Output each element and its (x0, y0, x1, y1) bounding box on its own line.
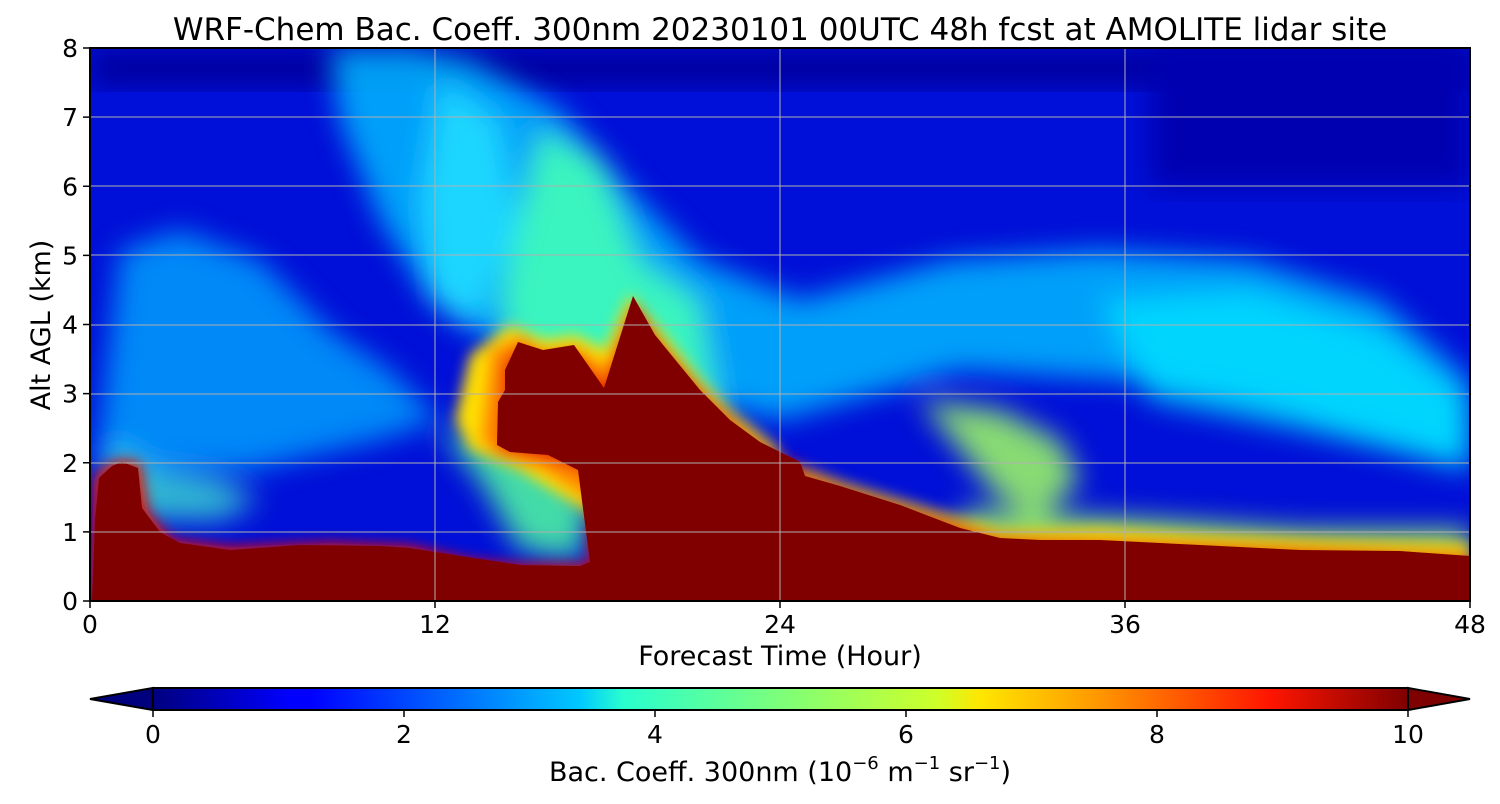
colorbar-tick-label: 2 (396, 720, 412, 749)
plume-left-cyan (95, 230, 440, 470)
colorbar-label-main: Bac. Coeff. 300nm (10 (549, 757, 852, 788)
colorbar-tick-label: 10 (1392, 720, 1424, 749)
yellow-rim-right (800, 470, 1470, 556)
x-tick-label: 24 (764, 610, 796, 639)
heatmap-field (90, 48, 1470, 601)
saturated-region (92, 296, 1470, 601)
plume-left-green-loop (110, 440, 260, 520)
x-axis-ticks: 0 12 24 36 48 (82, 601, 1486, 639)
plume-right-cyan (1100, 290, 1470, 470)
y-tick-label: 2 (62, 449, 78, 478)
field-upper-right-dark (1150, 48, 1470, 188)
plume-right-lower-green (920, 400, 1080, 520)
y-axis-label: Alt AGL (km) (26, 240, 57, 411)
x-tick-label: 0 (82, 610, 98, 639)
colorbar-tick-label: 4 (647, 720, 663, 749)
colorbar-gradient (152, 687, 1409, 711)
chart-title: WRF-Chem Bac. Coeff. 300nm 20230101 00UT… (173, 12, 1387, 48)
colorbar-extend-high (1407, 686, 1471, 712)
grid-lines (90, 48, 1470, 601)
colorbar-label-mid2: sr (940, 757, 975, 788)
y-axis-ticks: 0 1 2 3 4 5 6 7 8 (62, 34, 90, 616)
colorbar-label-exp1: −6 (852, 753, 879, 774)
colorbar-label: Bac. Coeff. 300nm (10−6 m−1 sr−1) (549, 753, 1011, 788)
plume-center-cyan2 (420, 80, 520, 330)
x-tick-label: 12 (419, 610, 451, 639)
colorbar-label-end: ) (1000, 757, 1011, 788)
y-tick-label: 3 (62, 380, 78, 409)
colorbar-tick-label: 6 (898, 720, 914, 749)
colorbar-extend-low (89, 686, 154, 712)
colorbar-ticks: 0 2 4 6 8 10 (145, 710, 1424, 749)
colorbar-tick-label: 0 (145, 720, 161, 749)
x-tick-label: 48 (1454, 610, 1486, 639)
colorbar-label-exp2: −1 (914, 753, 941, 774)
colorbar-tick-label: 8 (1149, 720, 1165, 749)
y-tick-label: 8 (62, 34, 78, 63)
x-axis-label: Forecast Time (Hour) (638, 641, 922, 672)
colorbar-label-exp3: −1 (974, 753, 1001, 774)
y-tick-label: 5 (62, 241, 78, 270)
y-tick-label: 1 (62, 518, 78, 547)
y-tick-label: 6 (62, 172, 78, 201)
y-tick-label: 7 (62, 103, 78, 132)
x-tick-label: 36 (1109, 610, 1141, 639)
colorbar-label-mid: m (879, 757, 914, 788)
y-tick-label: 4 (62, 311, 78, 340)
colorbar: 0 2 4 6 8 10 Bac. Coeff. 300nm (10−6 m−1 sr−1… (89, 686, 1471, 788)
y-tick-label: 0 (62, 587, 78, 616)
